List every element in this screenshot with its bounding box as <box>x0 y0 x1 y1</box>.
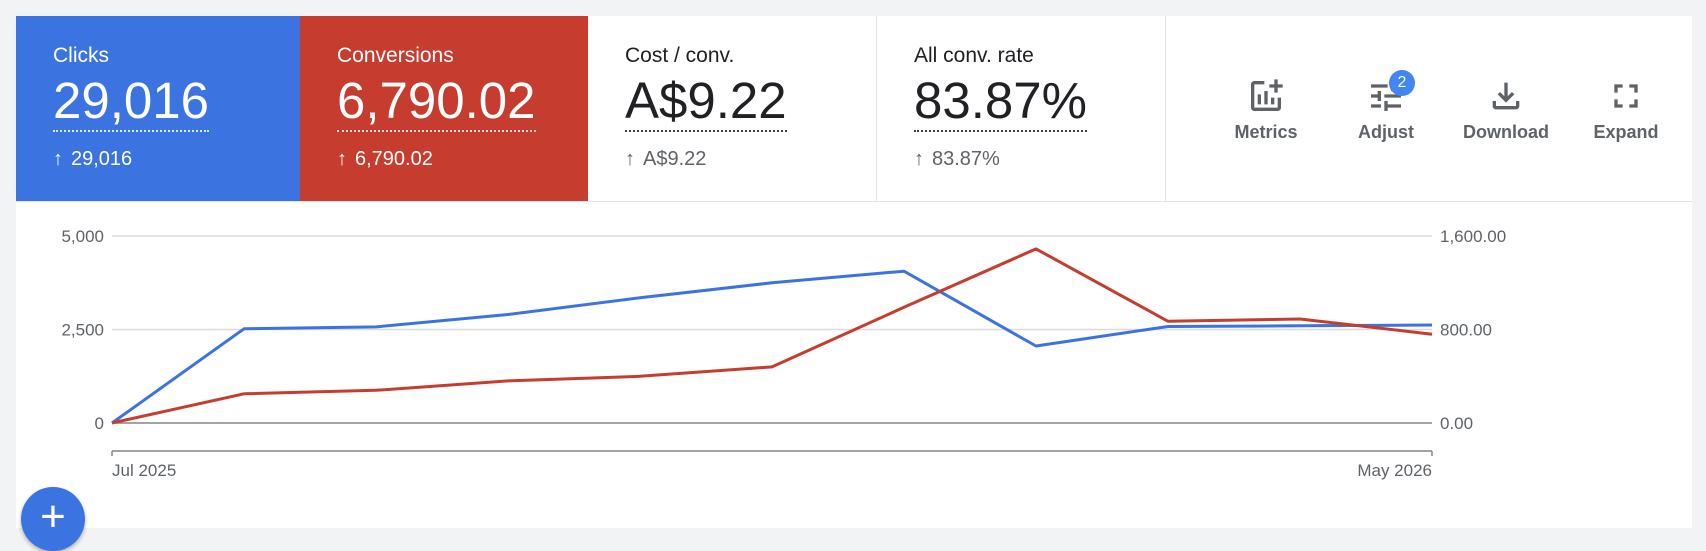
adjust-button[interactable]: 2 Adjust <box>1331 70 1441 143</box>
chart-toolbar: Metrics 2 Adjust Download Expand <box>1166 16 1692 201</box>
metric-delta-value: 83.87% <box>932 148 1000 170</box>
metric-card-conversions[interactable]: Conversions 6,790.02 ↑ 6,790.02 <box>300 16 588 201</box>
metric-value[interactable]: 29,016 <box>53 74 209 132</box>
metric-delta: ↑ 6,790.02 <box>337 148 433 171</box>
download-button-label: Download <box>1463 122 1549 142</box>
metric-label: Clicks <box>53 44 109 67</box>
arrow-up-icon: ↑ <box>914 148 924 170</box>
y-right-tick-label: 1,600.00 <box>1440 227 1506 246</box>
series-line-conversions <box>111 247 1433 425</box>
metric-cards: Clicks 29,016 ↑ 29,016 Conversions 6,790… <box>16 16 1692 202</box>
metric-label: Conversions <box>337 44 454 67</box>
arrow-up-icon: ↑ <box>625 148 635 170</box>
metric-delta: ↑ A$9.22 <box>625 148 706 171</box>
metric-delta-value: 6,790.02 <box>355 148 433 170</box>
y-left-tick-label: 2,500 <box>61 321 104 340</box>
performance-line-chart: 5,000 2,500 0 1,600.00 800.00 0.00 Jul 2025 May… <box>61 227 1506 480</box>
arrow-up-icon: ↑ <box>337 148 347 170</box>
adjust-button-label: Adjust <box>1358 122 1414 142</box>
metrics-button-label: Metrics <box>1234 122 1298 142</box>
metric-card-clicks[interactable]: Clicks 29,016 ↑ 29,016 <box>16 16 300 201</box>
download-button[interactable]: Download <box>1451 76 1561 143</box>
x-tick-label: Jul 2025 <box>112 461 176 480</box>
metric-label: Cost / conv. <box>625 44 735 67</box>
plus-icon: + <box>40 492 66 541</box>
y-left-tick-label: 5,000 <box>61 227 104 246</box>
y-right-tick-label: 800.00 <box>1440 321 1492 340</box>
performance-panel: Clicks 29,016 ↑ 29,016 Conversions 6,790… <box>16 16 1692 551</box>
metric-delta-value: 29,016 <box>71 148 133 170</box>
arrow-up-icon: ↑ <box>53 148 63 170</box>
metric-delta: ↑ 83.87% <box>914 148 1000 171</box>
metric-card-cost-per-conv[interactable]: Cost / conv. A$9.22 ↑ A$9.22 <box>588 16 877 201</box>
add-chart-icon <box>1251 79 1283 111</box>
metric-value[interactable]: A$9.22 <box>625 74 787 132</box>
expand-button[interactable]: Expand <box>1571 76 1681 143</box>
metric-value[interactable]: 83.87% <box>914 74 1087 132</box>
fullscreen-icon <box>1614 84 1638 108</box>
download-icon <box>1492 82 1520 110</box>
x-tick-label: May 2026 <box>1357 461 1432 480</box>
series-line-clicks <box>111 269 1433 425</box>
metrics-button[interactable]: Metrics <box>1211 76 1321 143</box>
metric-value[interactable]: 6,790.02 <box>337 74 536 132</box>
y-left-tick-label: 0 <box>95 414 104 433</box>
metric-delta: ↑ 29,016 <box>53 148 132 171</box>
metric-delta-value: A$9.22 <box>643 148 707 170</box>
adjust-count-badge: 2 <box>1389 70 1415 96</box>
y-right-tick-label: 0.00 <box>1440 414 1473 433</box>
metric-label: All conv. rate <box>914 44 1034 67</box>
expand-button-label: Expand <box>1593 122 1659 142</box>
metric-card-all-conv-rate[interactable]: All conv. rate 83.87% ↑ 83.87% <box>877 16 1166 201</box>
add-fab-button[interactable]: + <box>21 487 85 551</box>
